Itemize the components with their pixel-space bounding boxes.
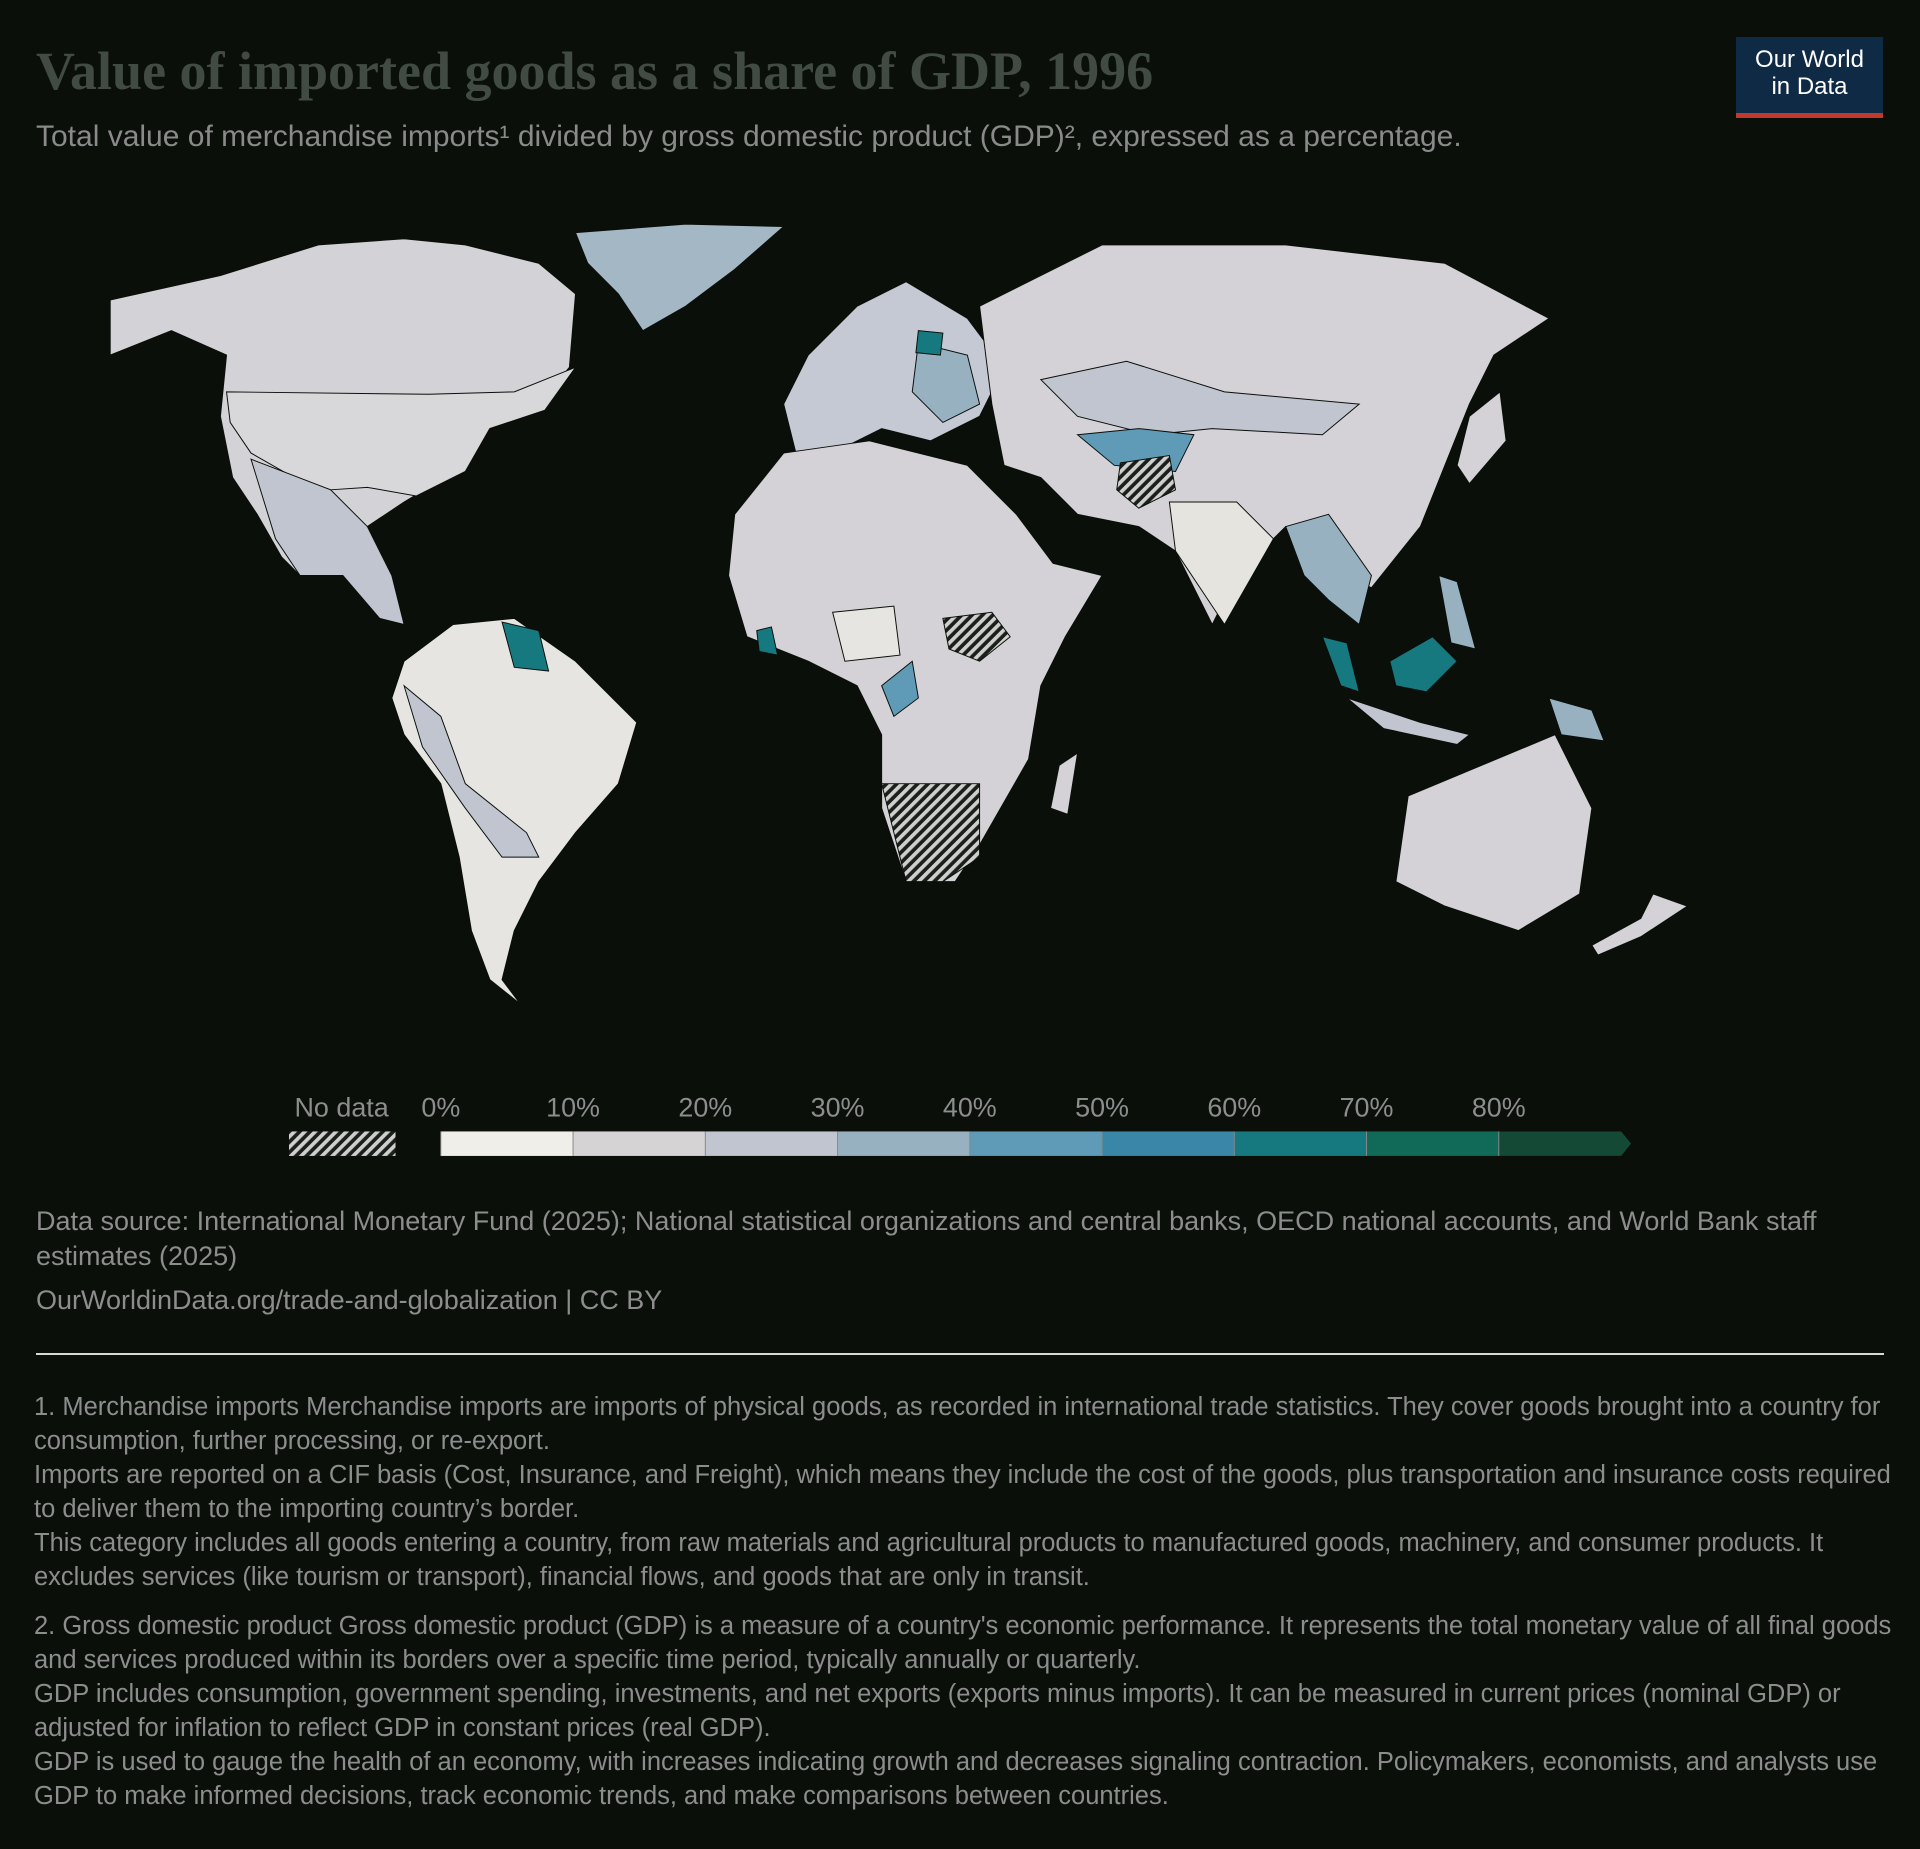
legend-tick-label: 30% (811, 1093, 865, 1123)
west-africa-coast (756, 626, 779, 656)
legend-tick-label: 10% (546, 1093, 600, 1123)
mongolia-central-asia (1039, 360, 1361, 436)
south-america (391, 617, 638, 1005)
legend-bin (1102, 1131, 1235, 1156)
legend-bin (1366, 1131, 1499, 1156)
baltic (915, 330, 944, 356)
legend-bin (573, 1131, 706, 1156)
legend-tick-label: 80% (1472, 1093, 1526, 1123)
legend-bin-open (1498, 1131, 1632, 1156)
note-paragraph: 2. Gross domestic product Gross domestic… (34, 1612, 1892, 1674)
source: Data source: International Monetary Fund… (36, 1206, 1817, 1271)
legend-bin (837, 1131, 970, 1156)
borneo (1389, 636, 1458, 693)
legend-bin (969, 1131, 1103, 1156)
logo-line: Our World (1755, 46, 1864, 73)
legend-tick-label: 50% (1075, 1093, 1129, 1123)
indonesia (1346, 697, 1471, 746)
legend-bin (1234, 1131, 1367, 1156)
afghanistan-no-data (1116, 454, 1177, 509)
legend-tick-label: 0% (421, 1093, 460, 1123)
legend-tick-label: 40% (943, 1093, 997, 1123)
sudan-no-data (942, 611, 1011, 662)
eastern-europe (911, 342, 981, 424)
africa (728, 440, 1103, 883)
andes (403, 684, 540, 858)
legend-tick-label: 60% (1207, 1093, 1261, 1123)
notes: 1. Merchandise imports Merchandise impor… (34, 1390, 1904, 1828)
europe (783, 281, 1005, 454)
logo-line: in Data (1771, 73, 1848, 100)
legend-bin (440, 1131, 574, 1156)
title: Value of imported goods as a share of GD… (36, 41, 1154, 101)
legend: No data 0% 10% 20% 30% 40% 50% 60% 70% 80% (288, 1093, 1632, 1156)
greenland (574, 223, 785, 332)
subtitle: Total value of merchandise imports¹ divi… (36, 120, 1462, 153)
legend-tick-label: 20% (678, 1093, 732, 1123)
no-data-label: No data (294, 1093, 388, 1123)
usa (225, 366, 577, 497)
nigeria (832, 605, 901, 662)
note: 2. Gross domestic product Gross domestic… (34, 1609, 1904, 1813)
madagascar (1050, 752, 1079, 815)
link[interactable]: OurWorldinData.org/trade-and-globalizati… (36, 1285, 663, 1315)
congo (881, 660, 919, 718)
no-data-swatch (288, 1131, 396, 1156)
divider (36, 1353, 1884, 1355)
southern-africa-no-data (881, 783, 981, 883)
japan (1456, 390, 1507, 485)
note: 1. Merchandise imports Merchandise impor… (34, 1390, 1904, 1594)
india (1168, 501, 1275, 626)
legend-bin (705, 1131, 838, 1156)
malaysia (1321, 636, 1360, 693)
note-paragraph: GDP includes consumption, government spe… (34, 1680, 1841, 1742)
world-map (109, 223, 1689, 1005)
note-paragraph: GDP is used to gauge the health of an ec… (34, 1748, 1878, 1810)
southeast-asia (1285, 513, 1372, 626)
philippines (1438, 574, 1477, 650)
guianas (501, 621, 550, 672)
legend-tick-label: 70% (1340, 1093, 1394, 1123)
australia (1395, 734, 1593, 932)
note-paragraph: This category includes all goods enterin… (34, 1529, 1824, 1591)
new-guinea (1548, 697, 1605, 742)
note-paragraph: 1. Merchandise imports Merchandise impor… (34, 1393, 1881, 1455)
new-zealand (1591, 893, 1689, 956)
logo[interactable]: Our World in Data (1736, 37, 1883, 118)
mexico-central (250, 458, 405, 626)
note-paragraph: Imports are reported on a CIF basis (Cos… (34, 1461, 1891, 1523)
